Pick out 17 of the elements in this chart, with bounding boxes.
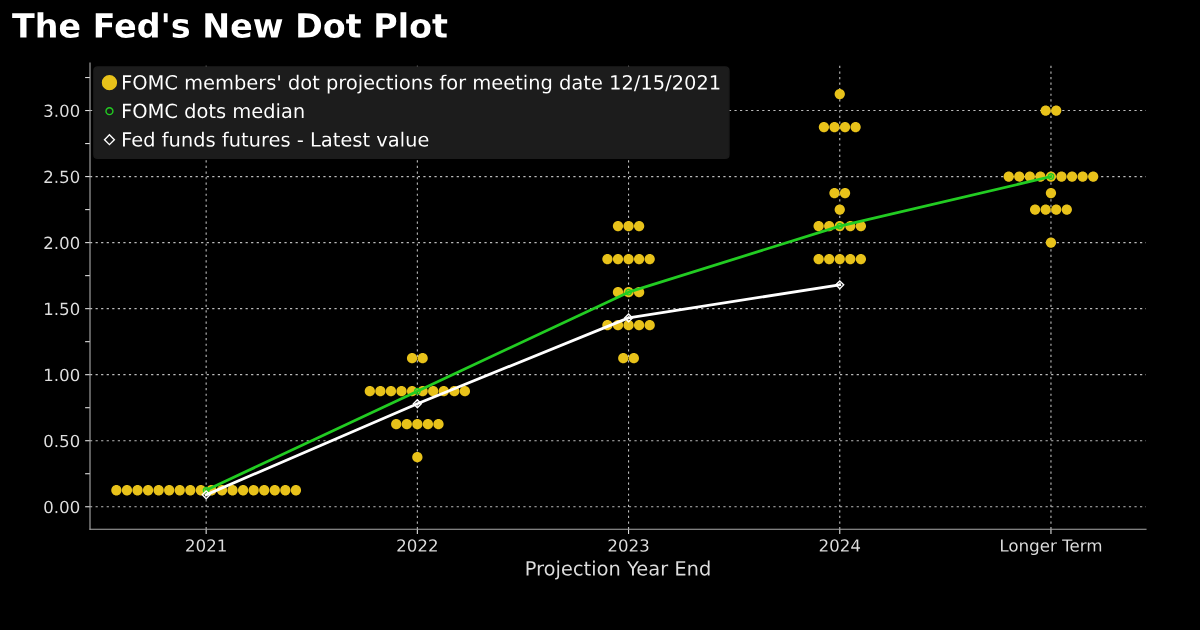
y-tick-label: 1.00 [45, 368, 80, 382]
y-tick-label: 0.50 [44, 434, 80, 448]
x-tick-label: 2021 [186, 539, 226, 552]
y-tick-label: 0.00 [44, 500, 80, 514]
y-tick-label: 1.50 [45, 302, 80, 316]
x-tick-label: Longer Term [1001, 539, 1102, 556]
x-axis-title: Projection Year End [526, 560, 710, 580]
legend-label: FOMC dots median [123, 103, 304, 119]
y-tick-label: 2.00 [44, 236, 80, 250]
x-tick-label: 2023 [608, 539, 649, 552]
x-tick-label: 2024 [819, 539, 861, 552]
y-tick-label: 3.00 [44, 104, 80, 118]
legend-label: Fed funds futures - Latest value [123, 131, 429, 147]
chart-title: The Fed's New Dot Plot [12, 12, 448, 39]
x-tick-label: 2022 [397, 539, 437, 552]
legend-label: FOMC members' dot projections for meeting date 12/15/2021 [123, 74, 720, 94]
y-tick-label: 2.50 [44, 170, 80, 184]
